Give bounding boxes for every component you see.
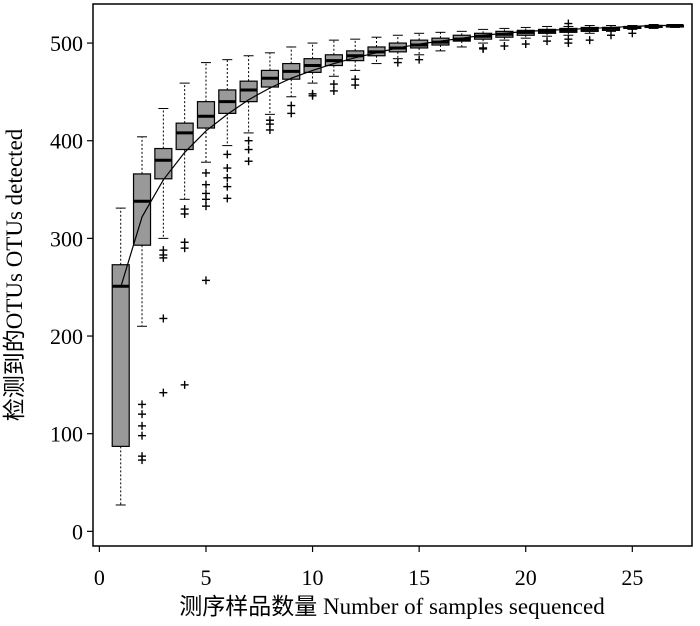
- outlier-marker: [201, 168, 210, 177]
- box-15: [410, 32, 429, 64]
- box-13: [367, 36, 386, 65]
- outlier-marker: [201, 276, 210, 285]
- box-11: [324, 39, 343, 95]
- outlier-marker: [329, 80, 338, 89]
- outlier-marker: [180, 244, 189, 253]
- outlier-marker: [159, 388, 168, 397]
- outlier-marker: [500, 41, 509, 50]
- outlier-marker: [287, 109, 296, 118]
- outlier-marker: [159, 314, 168, 323]
- outlier-marker: [393, 58, 402, 67]
- box-body: [132, 173, 152, 246]
- box-1: [111, 207, 130, 506]
- outlier-marker: [351, 81, 360, 90]
- outlier-marker: [521, 40, 530, 49]
- box-18: [473, 28, 493, 53]
- box-21: [537, 25, 557, 46]
- outlier-marker: [138, 456, 147, 465]
- outlier-marker: [180, 209, 189, 218]
- outlier-marker: [138, 431, 147, 440]
- outlier-marker: [244, 136, 253, 145]
- x-tick-label: 15: [408, 565, 430, 590]
- y-tick-label: 400: [50, 129, 83, 154]
- y-tick-label: 500: [50, 31, 83, 56]
- box-body: [111, 264, 130, 447]
- y-tick-label: 0: [72, 519, 83, 544]
- outlier-marker: [564, 39, 573, 48]
- outlier-marker: [308, 91, 317, 100]
- x-tick-label: 0: [94, 565, 105, 590]
- plot-frame: [92, 3, 693, 547]
- outlier-marker: [244, 145, 253, 154]
- outlier-marker: [564, 19, 573, 28]
- outlier-marker: [159, 253, 168, 262]
- plot-layer: [111, 19, 685, 506]
- box-8: [260, 52, 280, 134]
- y-tick-label: 100: [50, 422, 83, 447]
- axis-layer: 0 5 10 15 20 25 0 100 200 300 400 500: [50, 31, 643, 590]
- outlier-marker: [287, 101, 296, 110]
- box-22: [559, 19, 578, 48]
- outlier-marker: [585, 36, 594, 45]
- box-2: [132, 136, 152, 465]
- outlier-marker: [628, 29, 637, 38]
- outlier-marker: [180, 380, 189, 389]
- box-body: [175, 122, 194, 151]
- outlier-marker: [138, 421, 147, 430]
- x-tick-label: 10: [302, 565, 324, 590]
- x-tick-label: 5: [200, 565, 211, 590]
- box-12: [346, 38, 365, 90]
- outlier-marker: [223, 182, 232, 191]
- outlier-marker: [201, 202, 210, 211]
- box-14: [388, 34, 407, 67]
- outlier-marker: [223, 173, 232, 182]
- outlier-marker: [265, 125, 274, 134]
- x-tick-label: 20: [515, 565, 537, 590]
- y-tick-label: 300: [50, 226, 83, 251]
- box-24: [601, 24, 621, 40]
- outlier-marker: [138, 400, 147, 409]
- y-tick-label: 200: [50, 324, 83, 349]
- box-10: [303, 42, 322, 100]
- box-5: [196, 62, 216, 285]
- box-body: [154, 147, 173, 180]
- box-9: [282, 46, 301, 118]
- outlier-marker: [479, 44, 488, 53]
- trend-line: [120, 24, 675, 288]
- outlier-marker: [415, 55, 424, 64]
- outlier-marker: [329, 86, 338, 95]
- x-tick-label: 25: [621, 565, 643, 590]
- y-axis-label: 检测到的OTUs OTUs detected: [2, 128, 27, 421]
- outlier-marker: [543, 37, 552, 46]
- x-axis-label: 测序样品数量 Number of samples sequenced: [179, 594, 605, 619]
- box-6: [218, 59, 237, 203]
- box-7: [239, 55, 258, 166]
- outlier-marker: [201, 195, 210, 204]
- outlier-marker: [201, 180, 210, 189]
- outlier-marker: [223, 150, 232, 159]
- outlier-marker: [223, 194, 232, 203]
- box-3: [154, 107, 173, 397]
- outlier-marker: [606, 31, 615, 40]
- box-4: [175, 82, 194, 389]
- outlier-marker: [223, 164, 232, 173]
- outlier-marker: [138, 410, 147, 419]
- box-19: [495, 27, 514, 50]
- outlier-marker: [244, 157, 253, 166]
